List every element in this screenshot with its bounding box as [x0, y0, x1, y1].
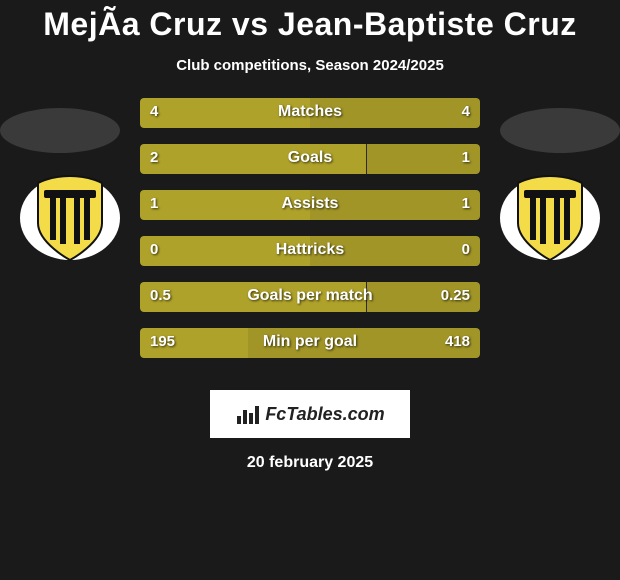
page-title: MejÃ­a Cruz vs Jean-Baptiste Cruz	[0, 0, 620, 43]
stat-bar-left	[140, 328, 248, 358]
club-badge-right	[500, 168, 600, 268]
stat-bar-right	[310, 236, 480, 266]
footer-brand-box: FcTables.com	[210, 390, 410, 438]
player-left-avatar-placeholder	[0, 108, 120, 153]
stat-row: Assists11	[140, 190, 480, 220]
footer-brand-text: FcTables.com	[265, 404, 384, 425]
footer-date: 20 february 2025	[0, 454, 620, 472]
stat-bar-left	[140, 190, 310, 220]
stat-row: Matches44	[140, 98, 480, 128]
stat-bar-left	[140, 236, 310, 266]
stat-row: Goals per match0.50.25	[140, 282, 480, 312]
stat-bar-right	[310, 98, 480, 128]
stat-bars-container: Matches44 Goals21 Assists11 Hattricks00 Goal…	[140, 98, 480, 374]
stat-row: Goals21	[140, 144, 480, 174]
stat-bar-right	[367, 144, 480, 174]
bar-chart-icon	[235, 402, 259, 426]
stat-bar-left	[140, 282, 366, 312]
stat-row: Hattricks00	[140, 236, 480, 266]
club-badge-left	[20, 168, 120, 268]
stat-bar-left	[140, 98, 310, 128]
stat-bar-right	[367, 282, 480, 312]
player-right-avatar-placeholder	[500, 108, 620, 153]
comparison-chart: Matches44 Goals21 Assists11 Hattricks00 Goal…	[0, 98, 620, 378]
stat-row: Min per goal195418	[140, 328, 480, 358]
stat-bar-left	[140, 144, 366, 174]
stat-bar-right	[248, 328, 480, 358]
stat-bar-right	[310, 190, 480, 220]
subtitle: Club competitions, Season 2024/2025	[0, 57, 620, 74]
